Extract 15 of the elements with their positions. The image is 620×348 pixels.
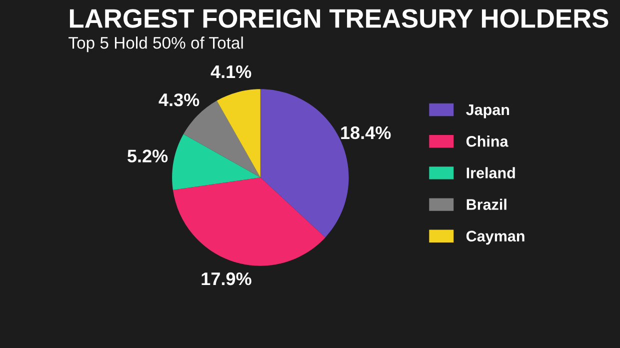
pie-slice: [172, 177, 326, 266]
legend-label: China: [466, 136, 508, 147]
data-label: 18.4%: [341, 126, 391, 140]
pie-slice: [172, 134, 260, 190]
chart-subtitle: Top 5 Hold 50% of Total: [68, 36, 243, 52]
pie-slice: [216, 89, 260, 178]
chart-title: LARGEST FOREIGN TREASURY HOLDERS: [70, 9, 608, 28]
data-label: 4.3%: [158, 93, 200, 106]
data-label: 17.9%: [202, 272, 252, 286]
data-label: 4.1%: [210, 65, 252, 78]
legend-label: Ireland: [466, 167, 515, 178]
legend-label: Brazil: [466, 198, 506, 210]
legend-label: Japan: [466, 104, 510, 118]
legend-label: Cayman: [466, 230, 524, 245]
data-label: 5.2%: [128, 150, 168, 162]
